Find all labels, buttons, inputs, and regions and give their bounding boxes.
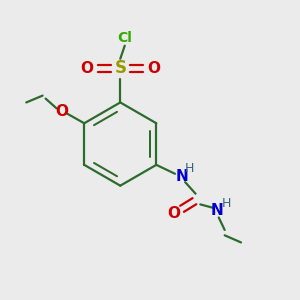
Text: S: S xyxy=(114,59,126,77)
Text: N: N xyxy=(175,169,188,184)
Text: O: O xyxy=(80,61,94,76)
Text: O: O xyxy=(56,104,68,119)
Text: H: H xyxy=(222,197,231,210)
Text: N: N xyxy=(211,203,224,218)
Text: Cl: Cl xyxy=(117,31,132,45)
Text: H: H xyxy=(185,162,195,175)
Text: O: O xyxy=(147,61,160,76)
Text: O: O xyxy=(168,206,181,221)
